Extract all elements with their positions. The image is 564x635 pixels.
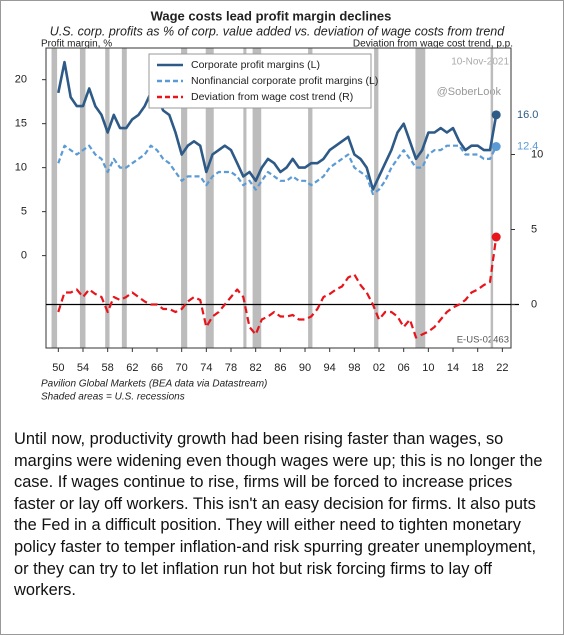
x-tick-label: 86 (274, 362, 286, 374)
recession-band (415, 48, 426, 348)
x-tick-label: 66 (151, 362, 163, 374)
end-label: 16.0 (517, 109, 538, 121)
x-tick-label: 78 (225, 362, 237, 374)
x-tick-label: 50 (52, 362, 64, 374)
legend-box (148, 53, 372, 109)
x-tick-label: 54 (77, 362, 89, 374)
y-tick-label: 5 (21, 206, 27, 218)
x-tick-label: 10 (422, 362, 434, 374)
end-label: 12.4 (517, 140, 538, 152)
series-line (57, 60, 498, 191)
x-tick-label: 14 (447, 362, 459, 374)
x-tick-label: 70 (176, 362, 188, 374)
note: Shaded areas = U.S. recessions (41, 392, 185, 403)
x-tick-label: 98 (348, 362, 360, 374)
y-axis-title: Profit margin, % (41, 39, 112, 50)
recession-band (243, 48, 247, 348)
recession-band (181, 48, 188, 348)
recession-band (374, 48, 379, 348)
y-tick-label: 20 (15, 74, 27, 86)
x-tick-label: 18 (472, 362, 484, 374)
chart: Wage costs lead profit margin declines U… (15, 8, 544, 403)
recession-band (121, 48, 127, 348)
y-tick-label: 15 (15, 118, 27, 130)
x-tick-label: 02 (373, 362, 385, 374)
chart-title: Wage costs lead profit margin declines (151, 8, 392, 23)
recession-band (79, 48, 86, 348)
recession-band (490, 48, 494, 348)
recession-band (308, 48, 313, 348)
watermark: @SoberLook (437, 86, 502, 98)
chart-subtitle: U.S. corp. profits as % of corp. value a… (50, 24, 505, 38)
y2-axis-title: Deviation from wage cost trend, p.p. (353, 39, 513, 50)
watermark: 10-Nov-2021 (451, 57, 509, 68)
legend-label: Corporate profit margins (L) (191, 59, 320, 71)
y2-tick-label: 5 (531, 223, 537, 235)
x-tick-label: 06 (398, 362, 410, 374)
source: Pavilion Global Markets (BEA data via Da… (41, 379, 267, 390)
y2-tick-label: 0 (531, 298, 537, 310)
x-tick-label: 82 (250, 362, 262, 374)
end-dot (491, 142, 501, 152)
end-dot (491, 110, 501, 120)
recession-band (205, 48, 214, 348)
x-tick-label: 22 (496, 362, 508, 374)
recession-band (51, 48, 58, 348)
recession-band (105, 48, 110, 348)
caption: Until now, productivity growth had been … (14, 430, 543, 600)
legend-label: Deviation from wage cost trend (R) (191, 91, 353, 103)
y-tick-label: 0 (21, 250, 27, 262)
series-line (57, 236, 498, 339)
x-tick-label: 90 (299, 362, 311, 374)
x-tick-label: 58 (102, 362, 114, 374)
x-tick-label: 94 (324, 362, 336, 374)
x-tick-label: 62 (126, 362, 138, 374)
plot-frame (45, 47, 512, 349)
x-tick-label: 74 (200, 362, 212, 374)
recession-band (252, 48, 262, 348)
series-line (57, 144, 498, 196)
end-dot (491, 232, 501, 242)
y-tick-label: 10 (15, 162, 27, 174)
legend: Corporate profit margins (L) Nonfinancial… (148, 53, 378, 109)
legend-label: Nonfinancial corporate profit margins (L… (191, 75, 378, 87)
chart-code: E-US-02463 (457, 335, 509, 346)
y2-tick-label: 10 (531, 148, 543, 160)
